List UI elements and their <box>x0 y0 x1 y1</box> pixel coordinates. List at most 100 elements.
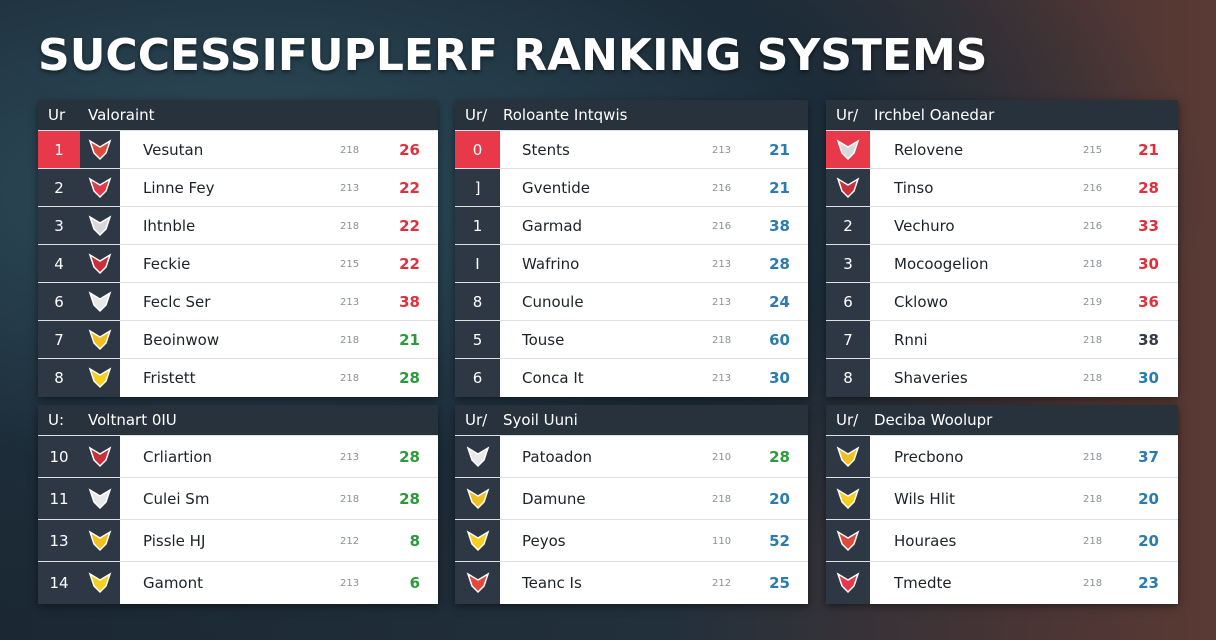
rank-cell <box>826 520 870 562</box>
logo-cell <box>80 359 120 397</box>
player-code: 215 <box>340 258 360 270</box>
player-code: 218 <box>1083 372 1103 384</box>
player-name: Beoinwow <box>143 331 220 349</box>
player-name: Feckie <box>143 255 191 273</box>
player-name: Shaveries <box>894 369 968 387</box>
rank-cell <box>455 478 500 520</box>
score: 38 <box>399 293 420 311</box>
panel-prefix: Ur/ <box>836 411 859 429</box>
player-name: Vesutan <box>143 141 204 159</box>
player-name: Mocoogelion <box>894 255 989 273</box>
score: 28 <box>1138 179 1159 197</box>
ranking-row: 8 Fristett 218 28 <box>38 358 438 397</box>
ranking-row: 3 Ihtnble 218 22 <box>38 206 438 245</box>
player-code: 213 <box>712 258 732 270</box>
player-name: Cklowo <box>894 293 948 311</box>
score: 22 <box>399 255 420 273</box>
panel-prefix: Ur/ <box>465 411 488 429</box>
ranking-row: Patoadon 210 28 <box>455 435 808 478</box>
score: 30 <box>769 369 790 387</box>
panel-header: Ur Valoraint <box>38 100 438 130</box>
player-code: 218 <box>712 334 732 346</box>
ranking-row: 2 Vechuro 216 33 <box>826 206 1178 245</box>
rank: 1 <box>54 141 64 159</box>
panel-header: U: Voltnart 0IU <box>38 405 438 435</box>
ranking-row: Tinso 216 28 <box>826 168 1178 207</box>
score: 30 <box>1138 369 1159 387</box>
player-code: 215 <box>1083 144 1103 156</box>
player-code: 218 <box>712 493 732 505</box>
player-code: 218 <box>1083 577 1103 589</box>
score: 38 <box>1138 331 1159 349</box>
rank: 6 <box>472 369 483 387</box>
team-logo <box>88 572 112 594</box>
player-name: Culei Sm <box>143 490 210 508</box>
ranking-row: Precbono 218 37 <box>826 435 1178 478</box>
score: 28 <box>769 255 790 273</box>
rank: 3 <box>843 255 853 273</box>
rank-cell: 5 <box>455 321 500 359</box>
panel-name: Deciba Woolupr <box>874 411 993 429</box>
rank-cell <box>826 562 870 604</box>
player-name: Garmad <box>522 217 583 235</box>
rank-cell: 6 <box>826 283 870 321</box>
rank-cell <box>455 520 500 562</box>
player-name: Peyos <box>522 532 566 550</box>
score: 33 <box>1138 217 1159 235</box>
player-name: Feclc Ser <box>143 293 211 311</box>
page-title: SUCCESSIFUPLERF RANKING SYSTEMS <box>38 30 988 81</box>
panel-name: Irchbel Oanedar <box>874 106 995 124</box>
panel-prefix: Ur/ <box>465 106 488 124</box>
logo-cell <box>80 478 120 520</box>
score: 30 <box>1138 255 1159 273</box>
panel-prefix: Ur/ <box>836 106 859 124</box>
player-name: Gventide <box>522 179 591 197</box>
panel-header: Ur/Irchbel Oanedar <box>826 100 1178 130</box>
ranking-row: 8 Shaveries 218 30 <box>826 358 1178 397</box>
logo-cell <box>80 520 120 562</box>
team-logo <box>466 572 489 594</box>
rank: 10 <box>49 448 69 466</box>
score: 28 <box>399 490 420 508</box>
player-name: Rnni <box>894 331 928 349</box>
rank-cell: 1 <box>455 207 500 245</box>
rank-cell: 6 <box>455 359 500 397</box>
team-logo <box>88 367 112 389</box>
ranking-row: 1 Vesutan 218 26 <box>38 130 438 169</box>
ranking-row: 6 Conca It 213 30 <box>455 358 808 397</box>
ranking-row: Houraes 218 20 <box>826 519 1178 562</box>
logo-cell <box>80 169 120 207</box>
rank: 1 <box>472 217 483 235</box>
team-logo <box>88 446 112 468</box>
ranking-panel: Ur/Roloante Intqwis 0 Stents 213 21] Gventide… <box>455 100 808 397</box>
rank: 0 <box>472 141 483 159</box>
rank-cell <box>455 436 500 478</box>
rank-cell: 6 <box>38 283 80 321</box>
rank: 3 <box>54 217 64 235</box>
score: 21 <box>399 331 420 349</box>
ranking-panel: Ur/Irchbel Oanedar Relovene 215 21 Tinso 216 2… <box>826 100 1178 397</box>
rank: 2 <box>54 179 64 197</box>
rank-cell <box>455 562 500 604</box>
rank-cell <box>826 169 870 207</box>
player-code: 213 <box>712 372 732 384</box>
panel-prefix: U: <box>48 411 65 429</box>
ranking-row: 14 Gamont 213 6 <box>38 561 438 604</box>
team-logo <box>88 530 112 552</box>
score: 52 <box>769 532 790 550</box>
logo-cell <box>80 283 120 321</box>
player-name: Pissle HJ <box>143 532 206 550</box>
score: 60 <box>769 331 790 349</box>
rank: 8 <box>472 293 483 311</box>
score: 21 <box>769 141 790 159</box>
player-name: Tmedte <box>894 574 952 592</box>
team-logo <box>466 530 489 552</box>
score: 20 <box>769 490 790 508</box>
ranking-row: Peyos 110 52 <box>455 519 808 562</box>
player-code: 213 <box>340 182 360 194</box>
rank-cell <box>826 436 870 478</box>
panel-header: Ur/Syoil Uuni <box>455 405 808 435</box>
score: 38 <box>769 217 790 235</box>
rank: 14 <box>49 574 69 592</box>
